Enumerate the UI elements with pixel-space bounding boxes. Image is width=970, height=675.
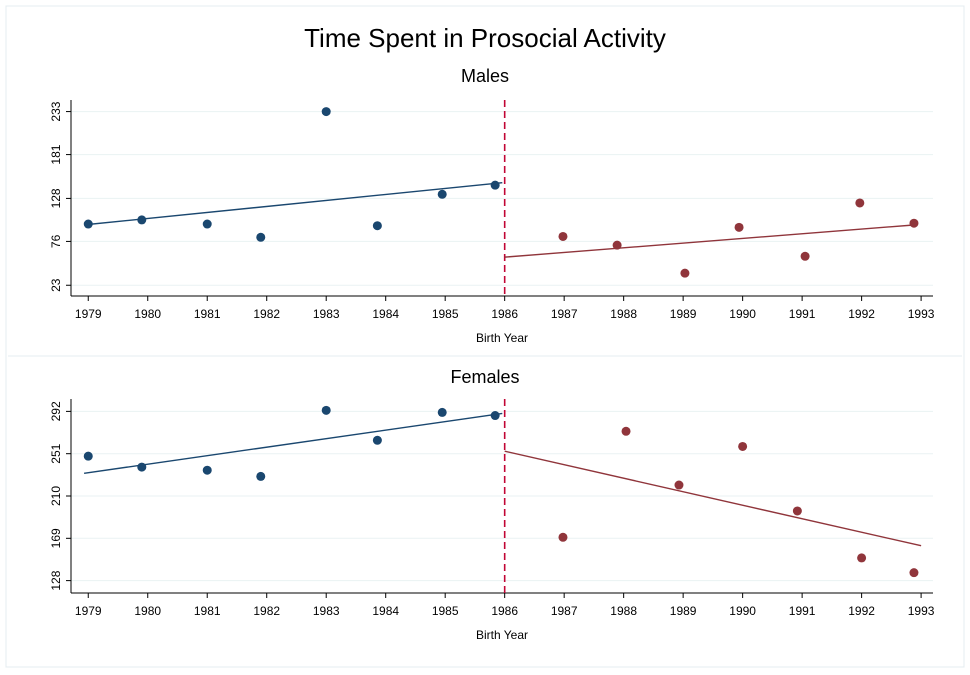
- point: [437, 407, 447, 417]
- x-tick-label: 1980: [134, 307, 161, 321]
- point: [372, 221, 382, 231]
- fit-line: [504, 224, 916, 258]
- x-tick-label: 1991: [789, 307, 816, 321]
- point: [490, 180, 500, 190]
- point: [83, 451, 93, 461]
- x-tick-label: 1980: [134, 604, 161, 618]
- x-tick-label: 1993: [908, 604, 935, 618]
- point: [800, 251, 810, 261]
- point: [909, 218, 919, 228]
- x-tick-label: 1992: [848, 604, 875, 618]
- x-tick-label: 1981: [194, 604, 221, 618]
- point: [621, 426, 631, 436]
- y-tick-label: 233: [49, 101, 63, 121]
- x-tick-label: 1987: [551, 604, 578, 618]
- y-tick-label: 76: [49, 234, 63, 248]
- point: [558, 231, 568, 241]
- background: [5, 5, 965, 668]
- point: [674, 480, 684, 490]
- point: [202, 219, 212, 229]
- x-tick-label: 1993: [908, 307, 935, 321]
- fit-line: [504, 450, 922, 547]
- x-tick-label: 1984: [372, 604, 399, 618]
- fit-line: [83, 412, 503, 474]
- point: [612, 240, 622, 250]
- x-tick-label: 1988: [610, 307, 637, 321]
- y-tick-label: 292: [49, 401, 63, 421]
- x-tick-label: 1982: [253, 307, 280, 321]
- x-tick-label: 1982: [253, 604, 280, 618]
- x-tick-label: 1985: [432, 604, 459, 618]
- panel-title: Females: [450, 367, 519, 387]
- x-tick-label: 1987: [551, 307, 578, 321]
- x-tick-label: 1986: [491, 604, 518, 618]
- point: [857, 553, 867, 563]
- y-tick-label: 23: [49, 278, 63, 292]
- point: [734, 222, 744, 232]
- point: [855, 198, 865, 208]
- x-tick-label: 1992: [848, 307, 875, 321]
- panel-title: Males: [461, 66, 509, 86]
- point: [792, 506, 802, 516]
- x-tick-label: 1989: [670, 307, 697, 321]
- y-tick-label: 210: [49, 486, 63, 506]
- x-tick-label: 1990: [729, 604, 756, 618]
- chart-title: Time Spent in Prosocial Activity: [304, 23, 666, 53]
- y-tick-label: 169: [49, 528, 63, 548]
- point: [256, 232, 266, 242]
- point: [372, 435, 382, 445]
- x-tick-label: 1989: [670, 604, 697, 618]
- point: [558, 532, 568, 542]
- point: [137, 462, 147, 472]
- y-tick-label: 128: [49, 188, 63, 208]
- point: [83, 219, 93, 229]
- point: [490, 411, 500, 421]
- x-tick-label: 1979: [75, 604, 102, 618]
- x-tick-label: 1988: [610, 604, 637, 618]
- x-tick-label: 1990: [729, 307, 756, 321]
- x-tick-label: 1981: [194, 307, 221, 321]
- y-tick-label: 181: [49, 144, 63, 164]
- y-tick-label: 251: [49, 443, 63, 463]
- x-axis-label: Birth Year: [476, 628, 528, 642]
- point: [909, 568, 919, 578]
- point: [437, 189, 447, 199]
- x-tick-label: 1983: [313, 604, 340, 618]
- point: [321, 107, 331, 117]
- x-axis-label: Birth Year: [476, 331, 528, 345]
- point: [738, 441, 748, 451]
- point: [321, 405, 331, 415]
- y-tick-label: 128: [49, 570, 63, 590]
- x-tick-label: 1986: [491, 307, 518, 321]
- point: [137, 215, 147, 225]
- point: [202, 465, 212, 475]
- fit-line: [84, 182, 503, 226]
- x-tick-label: 1985: [432, 307, 459, 321]
- point: [680, 268, 690, 278]
- x-tick-label: 1983: [313, 307, 340, 321]
- point: [256, 471, 266, 481]
- x-tick-label: 1979: [75, 307, 102, 321]
- x-tick-label: 1991: [789, 604, 816, 618]
- x-tick-label: 1984: [372, 307, 399, 321]
